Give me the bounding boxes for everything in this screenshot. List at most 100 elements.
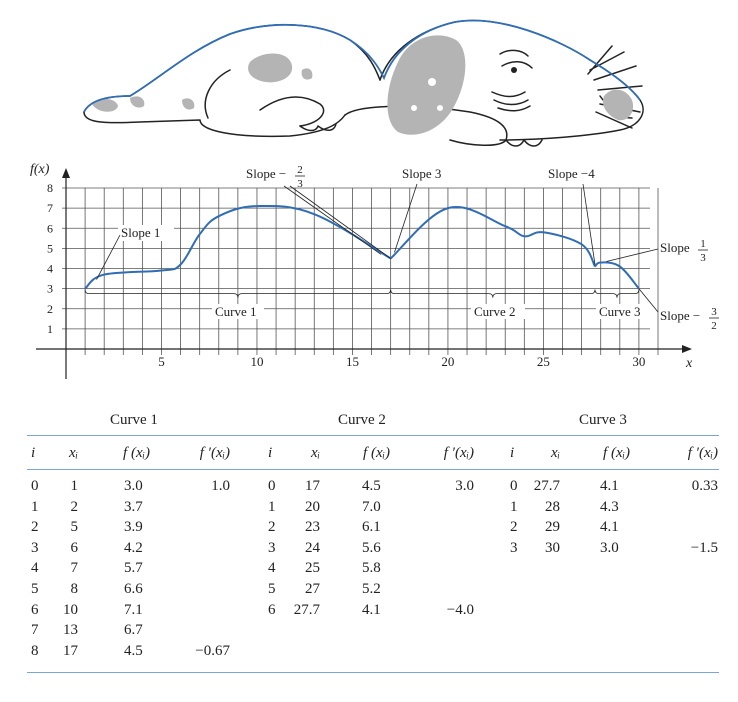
label-bg	[212, 304, 264, 319]
label-slope-3: Slope 3	[402, 166, 441, 181]
table-cell: 3.0	[600, 539, 619, 556]
column-header: f (xᵢ)	[603, 445, 630, 461]
table-cell: 7.0	[362, 498, 381, 515]
curve-2-line	[389, 206, 596, 268]
leader-slope-neg-2-3	[289, 185, 391, 259]
table-cell: 1	[31, 498, 39, 515]
x-axis-label: x	[685, 356, 693, 371]
table-cell: 10	[63, 601, 78, 618]
curve-title: Curve 2	[338, 412, 386, 428]
column-header: xᵢ	[310, 445, 320, 461]
y-tick-label: 6	[47, 221, 53, 235]
y-tick-label: 4	[47, 262, 53, 276]
table-cell: 3.0	[124, 478, 143, 494]
frac-3-2: 32	[709, 306, 719, 332]
table-cell: 5	[31, 581, 39, 597]
leader-slope-neg-3-2	[638, 288, 659, 313]
label-slope-1: Slope 1	[121, 225, 160, 240]
dog-ear	[387, 35, 466, 135]
dog-brow	[499, 49, 529, 57]
grid	[62, 187, 659, 355]
dog-body	[83, 24, 381, 113]
table-cell: 8	[70, 581, 79, 597]
table-cell: 7	[70, 560, 79, 577]
table-cell: 3	[268, 539, 276, 556]
table-cell: 0	[31, 478, 39, 494]
table-cell: 24	[305, 539, 320, 556]
x-tick-label: 20	[441, 354, 454, 369]
table-cell: 4.2	[124, 539, 143, 556]
y-tick-label: 5	[47, 241, 53, 255]
table-cell: −1.5	[690, 539, 718, 556]
table-cell: 4.1	[600, 478, 619, 494]
table-cell: 6	[70, 539, 79, 556]
curve-title: Curve 1	[110, 412, 158, 428]
table-cell: 4.5	[362, 478, 381, 494]
dog-back-leg	[204, 69, 325, 127]
leader-slope-neg-4	[582, 183, 596, 265]
table-cell: 6.7	[124, 622, 143, 639]
column-header: i	[268, 445, 273, 461]
table-cell: 0.33	[691, 478, 718, 494]
table-cell: 29	[545, 519, 560, 536]
frac-2-3-den: 3	[297, 178, 303, 190]
frac-2-3-num: 2	[297, 164, 303, 176]
y-tick-label: 2	[47, 302, 53, 316]
table-cell: −0.67	[195, 642, 230, 659]
curve-title: Curve 3	[579, 412, 627, 428]
leader-slope-3	[394, 183, 418, 253]
table-cell: 0	[510, 478, 518, 494]
table-cell: 30	[545, 539, 560, 556]
dog-spot-leg	[301, 68, 313, 80]
table-cell: 4.1	[362, 601, 381, 618]
column-header: f (xᵢ)	[123, 445, 150, 461]
table-cell: 2	[268, 519, 276, 536]
table-cell: 1	[510, 498, 518, 515]
table-cell: 5.7	[124, 560, 143, 577]
table-cell: −4.0	[446, 601, 474, 618]
label-slope-neg-4: Slope −4	[548, 166, 595, 181]
y-tick-label: 7	[47, 201, 53, 215]
dog-front-paw	[344, 105, 508, 146]
table-cell: 3.7	[124, 498, 143, 515]
leader-slope-1	[96, 234, 121, 280]
table-cell: 4	[268, 560, 276, 577]
table-cell: 23	[305, 519, 320, 536]
table-cell: 7	[31, 622, 39, 639]
frac-3-2-num: 3	[711, 306, 717, 318]
column-header: f ′(xᵢ)	[687, 445, 718, 461]
table-cell: 28	[545, 498, 560, 515]
x-tick-label: 10	[250, 354, 263, 369]
ear-spot-3	[437, 105, 443, 111]
table-cell: 17	[305, 478, 320, 494]
table-cell: 1	[70, 478, 79, 494]
x-tick-label: 5	[158, 354, 165, 369]
rule-bottom	[27, 672, 719, 673]
table-cell: 6.1	[362, 519, 381, 536]
column-header: f (xᵢ)	[363, 445, 390, 461]
ear-spot-2	[411, 105, 417, 111]
y-tick-label: 3	[47, 282, 53, 296]
table-cell: 27.7	[293, 601, 320, 618]
dog-spot-hip	[248, 53, 293, 83]
frac-2-3: 23	[295, 164, 305, 190]
table-cell: 6	[268, 601, 276, 618]
brace-curve-3	[594, 289, 640, 298]
x-tick-label: 15	[346, 354, 359, 369]
column-header: xᵢ	[68, 445, 78, 461]
table-cell: 4.3	[600, 498, 619, 515]
table-cell: 4	[31, 560, 39, 577]
y-axis-label: f(x)	[30, 162, 50, 177]
label-slope-1-3: Slope	[660, 240, 690, 255]
table-cell: 5.2	[362, 581, 381, 597]
dog-wrinkles	[491, 91, 531, 112]
label-bg	[471, 304, 525, 319]
dog-nose	[602, 89, 634, 121]
y-axis-arrow	[62, 168, 70, 178]
table-cell: 6.6	[124, 581, 143, 597]
brace-curve-2	[390, 289, 596, 298]
table-cell: 3.0	[455, 478, 474, 494]
table-cell: 1.0	[211, 478, 230, 494]
x-tick-label: 25	[537, 354, 550, 369]
